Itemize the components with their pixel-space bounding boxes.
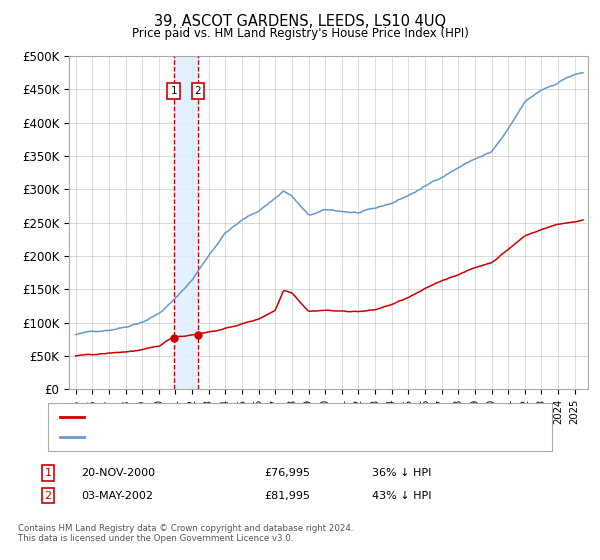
- Text: 39, ASCOT GARDENS, LEEDS, LS10 4UQ: 39, ASCOT GARDENS, LEEDS, LS10 4UQ: [154, 14, 446, 29]
- Text: 2: 2: [44, 491, 52, 501]
- Text: HPI: Average price, detached house, Leeds: HPI: Average price, detached house, Leed…: [93, 432, 332, 442]
- Text: 1: 1: [170, 86, 177, 96]
- Text: £81,995: £81,995: [264, 491, 310, 501]
- Text: £76,995: £76,995: [264, 468, 310, 478]
- Text: Contains HM Land Registry data © Crown copyright and database right 2024.
This d: Contains HM Land Registry data © Crown c…: [18, 524, 353, 543]
- Text: 03-MAY-2002: 03-MAY-2002: [81, 491, 153, 501]
- Text: 1: 1: [44, 468, 52, 478]
- Text: Price paid vs. HM Land Registry's House Price Index (HPI): Price paid vs. HM Land Registry's House …: [131, 27, 469, 40]
- Text: 20-NOV-2000: 20-NOV-2000: [81, 468, 155, 478]
- Text: 36% ↓ HPI: 36% ↓ HPI: [372, 468, 431, 478]
- Text: 39, ASCOT GARDENS, LEEDS, LS10 4UQ (detached house): 39, ASCOT GARDENS, LEEDS, LS10 4UQ (deta…: [93, 412, 417, 422]
- Text: 2: 2: [194, 86, 201, 96]
- Text: 43% ↓ HPI: 43% ↓ HPI: [372, 491, 431, 501]
- Bar: [173, 56, 198, 389]
